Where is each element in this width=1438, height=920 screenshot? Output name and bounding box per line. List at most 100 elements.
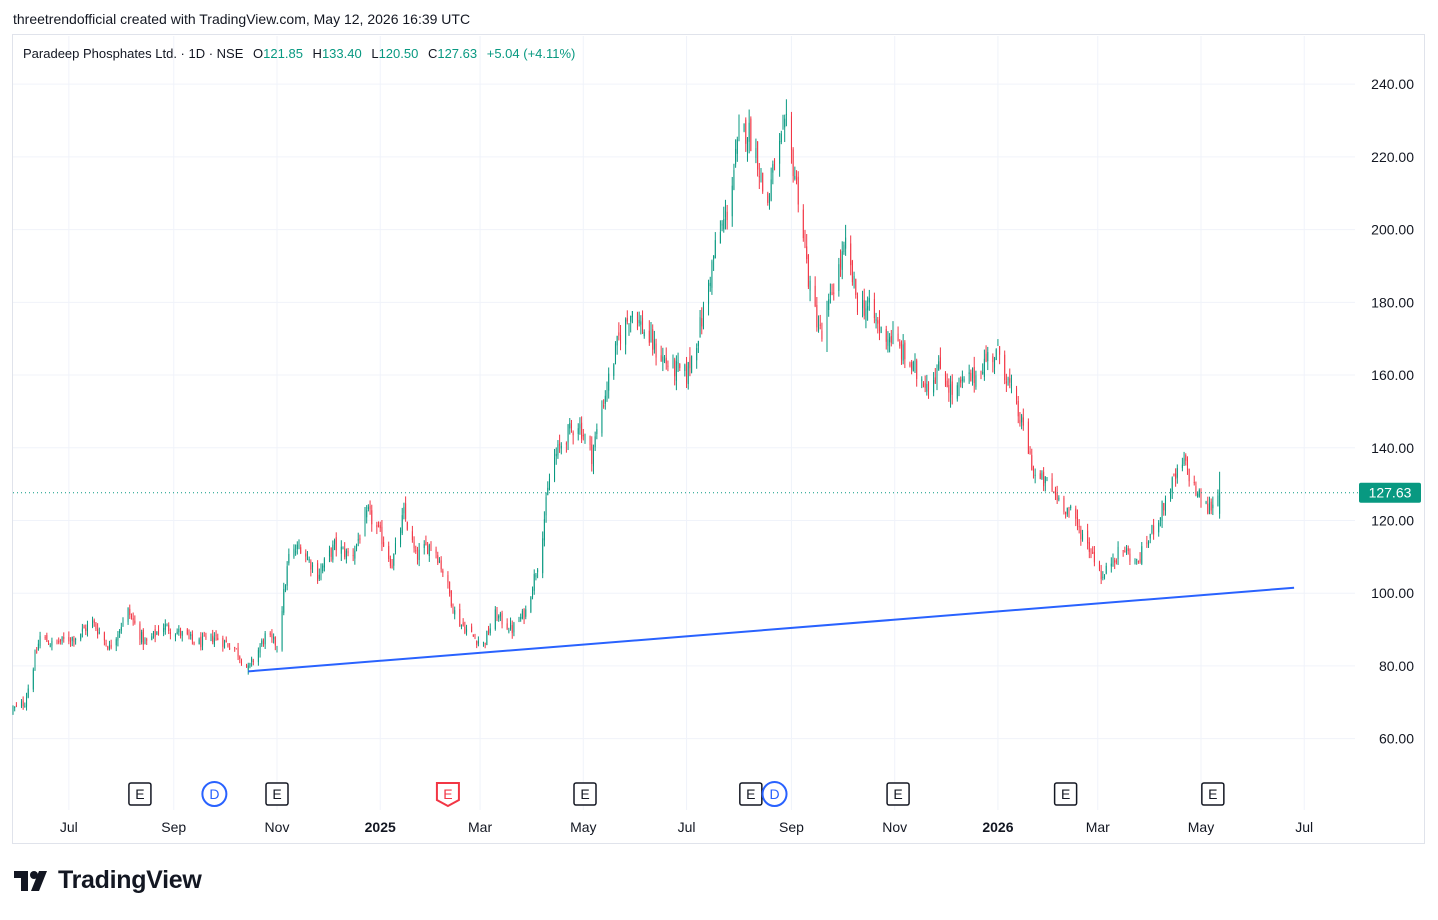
candle-body [697, 341, 699, 347]
symbol-title[interactable]: Paradeep Phosphates Ltd. · 1D · NSE [23, 46, 244, 61]
candle-body [1219, 492, 1221, 514]
candle-body [1100, 570, 1102, 580]
candle-body [317, 563, 319, 581]
candle-body [711, 261, 713, 288]
candle-body [406, 522, 408, 530]
candle-body [1016, 388, 1018, 400]
candle-body [139, 623, 141, 640]
candle-body [273, 636, 275, 640]
candle-body [686, 366, 688, 383]
candle-body [604, 395, 606, 404]
candle-body [992, 356, 994, 363]
candle-body [369, 506, 371, 510]
candle-body [618, 332, 620, 336]
candle-body [274, 636, 276, 646]
candle-body [416, 553, 418, 560]
candle-body [176, 631, 178, 634]
candle-body [1200, 489, 1202, 504]
candle-body [816, 304, 818, 328]
candle-body [80, 633, 82, 640]
candle-body [1112, 560, 1114, 562]
candle-body [1137, 561, 1139, 563]
low-label: L [371, 46, 379, 61]
candle-body [376, 525, 378, 528]
time-tick-label: May [570, 819, 596, 835]
candle-body [797, 176, 799, 205]
candle-body [806, 246, 808, 260]
candle-body [181, 631, 183, 636]
candle-body [466, 628, 468, 632]
candle-body [276, 646, 278, 648]
candle-body [960, 379, 962, 383]
candle-body [902, 344, 904, 361]
candle-body [1009, 378, 1011, 383]
candle-body [1164, 498, 1166, 511]
candle-body [1148, 541, 1150, 545]
candle-body [482, 642, 484, 644]
candle-body [628, 325, 630, 327]
candle-body [750, 118, 752, 152]
candle-body [330, 548, 332, 557]
candle-body [867, 306, 869, 311]
candle-body [631, 311, 633, 318]
candle-body [48, 644, 50, 646]
candle-body [334, 540, 336, 544]
candle-body [501, 613, 503, 625]
candle-body [450, 590, 452, 606]
candle-body [533, 573, 535, 591]
candle-body [1063, 497, 1065, 512]
candle-body [721, 223, 723, 226]
candle-body [767, 193, 769, 203]
candle-body [271, 634, 273, 638]
candle-body [323, 558, 325, 568]
candle-body [630, 315, 632, 322]
candle-body [261, 640, 263, 645]
candle-body [973, 366, 975, 383]
candle-body [437, 555, 439, 564]
candle-body [166, 624, 168, 626]
candle-body [592, 447, 594, 467]
candle-body [405, 503, 407, 519]
candle-body [39, 635, 41, 647]
candle-body [460, 624, 462, 626]
close-label: C [427, 46, 438, 61]
candle-body [27, 688, 29, 698]
candle-body [689, 357, 691, 369]
candle-body [660, 355, 662, 362]
candle-body [71, 637, 73, 641]
candle-body [677, 362, 679, 364]
candle-body [269, 633, 271, 635]
candle-body [909, 363, 911, 367]
candle-body [691, 356, 693, 373]
candle-body [709, 282, 711, 287]
candle-body [921, 379, 923, 381]
candle-body [449, 581, 451, 594]
candle-body [865, 308, 867, 321]
candle-body [714, 240, 716, 259]
candle-body [1217, 495, 1219, 506]
candle-body [826, 308, 828, 345]
candle-body [1093, 551, 1095, 563]
candle-body [488, 628, 490, 635]
time-tick-label: May [1188, 819, 1214, 835]
candle-body [347, 551, 349, 554]
candle-body [650, 331, 652, 338]
candle-body [239, 656, 241, 659]
candle-body [570, 424, 572, 429]
candle-body [93, 620, 95, 623]
candle-body [900, 343, 902, 359]
candle-body [723, 218, 725, 230]
candle-body [227, 643, 229, 647]
candle-body [535, 574, 537, 577]
candle-body [1158, 522, 1160, 533]
candle-body [1027, 421, 1029, 454]
candle-body [713, 256, 715, 260]
candle-body [85, 628, 87, 632]
price-tick-label: 80.00 [1379, 658, 1414, 674]
candle-body [1043, 471, 1045, 487]
candle-body [841, 251, 843, 270]
candle-body [543, 519, 545, 541]
candle-body [198, 639, 200, 645]
close-value: 127.63 [437, 46, 478, 61]
